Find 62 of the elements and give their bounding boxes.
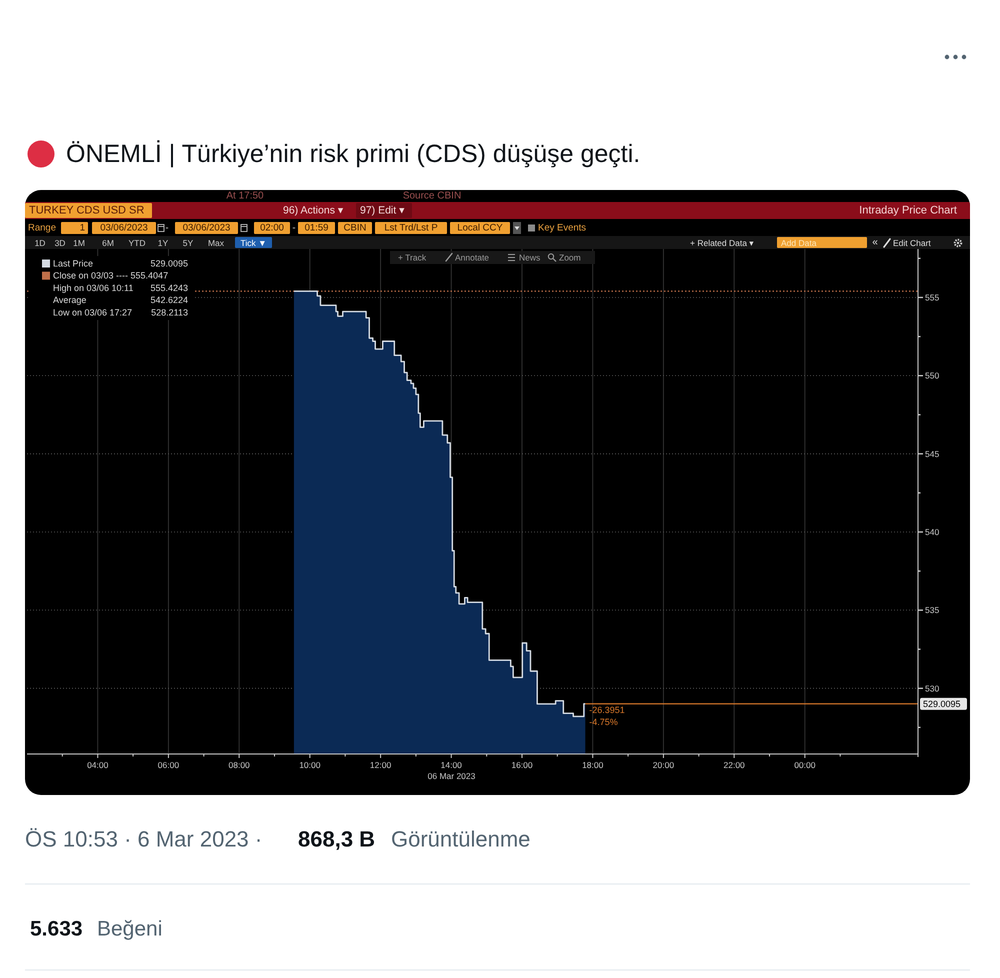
text: 96) Actions ▾ [283, 204, 344, 216]
x-tick-label: 18:00 [582, 760, 604, 770]
text: At 17:50 [226, 190, 264, 202]
text: - [165, 222, 169, 234]
text: 1D [34, 238, 46, 248]
text: Max [208, 238, 225, 248]
x-tick-label: 12:00 [370, 760, 392, 770]
source-note: Source CBIN [402, 190, 462, 202]
text: 03/06/2023 [100, 222, 148, 234]
data-label: 529.0095 [923, 698, 961, 709]
text: 01:59 [304, 222, 328, 234]
annotation: Zoom [559, 252, 581, 262]
y-tick-label: 545 [925, 448, 940, 459]
text: CBIN [344, 222, 366, 234]
text: 5Y [182, 238, 194, 248]
text: ÖS 10:53 · 6 Mar 2023 · [25, 826, 262, 852]
x-tick-label: 10:00 [299, 760, 321, 770]
x-tick-label: 00:00 [794, 760, 816, 770]
x-tick-label: 08:00 [228, 760, 250, 770]
text: 5.633 [30, 918, 83, 940]
text: 02:00 [260, 222, 284, 234]
y-tick-label: 535 [925, 605, 940, 616]
annotation: + Track [398, 252, 427, 262]
text: Local CCY [457, 222, 504, 234]
text: 3D [54, 238, 66, 248]
x-tick-label: 16:00 [511, 760, 533, 770]
text: 97) Edit ▾ [360, 204, 406, 216]
text: Key Events [538, 222, 586, 234]
text: Görüntülenme [391, 826, 530, 852]
x-tick-label: 14:00 [440, 760, 462, 770]
text: 1M [73, 238, 85, 248]
y-tick-label: 555 [925, 292, 940, 302]
text: 1Y [158, 238, 169, 248]
x-axis-title: 06 Mar 2023 [428, 771, 476, 781]
text: Tick ▼ [240, 238, 267, 248]
x-tick-label: 04:00 [87, 760, 109, 770]
annotation: -4.75% [589, 716, 618, 727]
text: YTD [128, 238, 146, 248]
annotation: News [519, 252, 540, 262]
text: 1 [80, 222, 85, 234]
annotation: Annotate [455, 252, 490, 262]
y-tick-label: 550 [925, 370, 940, 381]
text: + Related Data ▾ [690, 238, 754, 248]
text: Add Data [781, 238, 817, 248]
x-tick-label: 20:00 [652, 760, 674, 770]
text: - [292, 222, 296, 234]
text: 03/06/2023 [182, 222, 230, 234]
text: « [872, 237, 878, 248]
text: 6M [102, 238, 114, 248]
text: 868,3 B [298, 826, 376, 852]
text: Beğeni [97, 918, 162, 940]
x-tick-label: 06:00 [158, 760, 180, 770]
x-tick-label: 22:00 [724, 760, 746, 770]
annotation: -26.3951 [589, 704, 625, 715]
y-tick-label: 530 [925, 683, 940, 694]
text: Range [28, 222, 56, 234]
text: TURKEY CDS USD SR [29, 204, 144, 216]
text: Edit Chart [893, 238, 932, 248]
text: Intraday Price Chart [859, 204, 957, 216]
y-tick-label: 540 [925, 526, 940, 537]
chart-title: ÖNEMLİ | Türkiye’nin risk primi (CDS) düşüşe geçti. [66, 140, 640, 168]
text: Lst Trd/Lst P [384, 222, 438, 234]
